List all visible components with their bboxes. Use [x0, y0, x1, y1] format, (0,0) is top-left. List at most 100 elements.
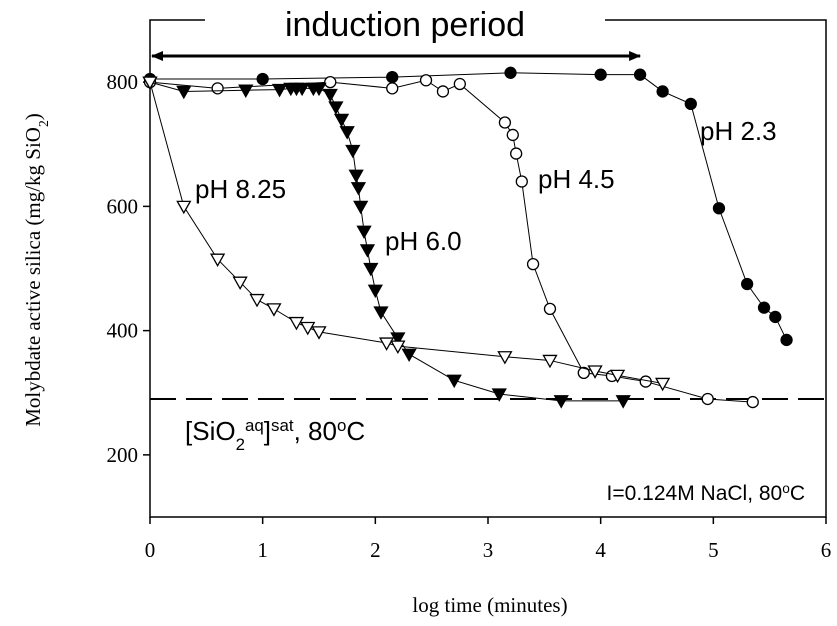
text-part: , 80: [294, 416, 337, 446]
data-point: [176, 200, 192, 215]
data-point: [328, 101, 344, 115]
series-label: pH 6.0: [385, 226, 462, 256]
x-tick-label: 0: [145, 538, 156, 562]
data-point: [356, 225, 372, 240]
text-part: C: [790, 482, 805, 505]
text-part: 2: [236, 435, 245, 454]
data-point: [300, 321, 316, 336]
text-part: o: [782, 481, 790, 496]
y-axis-title: Molybdate active silica (mg/kg SiO2): [21, 113, 51, 427]
data-point: [333, 113, 350, 128]
data-point: [324, 75, 337, 89]
data-point: [769, 310, 782, 324]
data-point: [359, 244, 376, 258]
data-point: [271, 83, 288, 98]
data-point: [498, 116, 512, 129]
y-tick-label: 200: [107, 443, 139, 467]
data-point: [436, 85, 450, 98]
chart-title: induction period: [285, 6, 525, 44]
data-point: [780, 333, 793, 347]
data-point: [633, 68, 647, 81]
text-part: 2: [36, 120, 51, 127]
y-tick-label: 600: [107, 194, 139, 218]
data-point: [543, 302, 557, 316]
data-point: [249, 293, 265, 308]
text-part: I=0.124M NaCl, 80: [607, 482, 783, 505]
data-point: [701, 392, 714, 406]
data-point: [294, 82, 310, 97]
data-point: [386, 71, 399, 84]
data-point: [373, 306, 389, 320]
series-label: pH 4.5: [538, 164, 615, 194]
data-point: [378, 337, 395, 351]
data-point: [506, 128, 519, 142]
text-part: Molybdate active silica (mg/kg SiO: [21, 127, 45, 427]
data-point: [446, 374, 462, 389]
data-point: [510, 147, 523, 160]
data-point: [311, 82, 327, 97]
data-point: [609, 369, 626, 384]
data-point: [348, 169, 364, 184]
data-point: [367, 284, 383, 299]
data-point: [266, 303, 282, 317]
data-point: [256, 72, 269, 86]
x-tick-label: 5: [708, 538, 719, 562]
data-point: [746, 395, 759, 409]
x-tick-label: 1: [257, 538, 268, 562]
data-point: [712, 202, 726, 215]
data-point: [615, 395, 631, 409]
data-point: [594, 68, 607, 81]
title-backdrop: [205, 2, 605, 42]
data-point: [504, 66, 517, 79]
data-point: [209, 253, 226, 268]
text-part: C: [346, 416, 365, 446]
text-part: ): [21, 113, 45, 120]
data-point: [526, 258, 540, 271]
data-point: [232, 276, 248, 290]
data-point: [655, 377, 671, 392]
series-line: [150, 72, 788, 341]
x-axis-title: log time (minutes): [412, 593, 567, 617]
x-tick-label: 2: [370, 538, 381, 562]
y-tick-label: 400: [107, 319, 139, 343]
data-point: [401, 348, 417, 363]
data-point: [740, 277, 754, 291]
data-point: [363, 262, 379, 277]
data-point: [453, 77, 466, 91]
data-point: [577, 366, 590, 380]
saturation-label: [SiO2aq]sat, 80oC: [185, 416, 365, 454]
data-point: [386, 82, 399, 95]
data-point: [390, 340, 406, 354]
x-tick-label: 3: [483, 538, 494, 562]
data-point: [491, 388, 507, 402]
data-point: [515, 175, 528, 188]
data-point: [656, 85, 669, 98]
conditions-note: I=0.124M NaCl, 80oC: [607, 481, 805, 506]
data-point: [142, 76, 158, 90]
data-point: [350, 182, 367, 196]
data-point: [497, 351, 513, 365]
data-point: [553, 395, 569, 409]
series-label: pH 2.3: [700, 116, 777, 146]
x-tick-label: 6: [821, 538, 832, 562]
data-point: [238, 84, 254, 99]
data-point: [288, 316, 305, 331]
text-part: aq: [245, 416, 264, 435]
data-point: [322, 88, 338, 103]
y-tick-label: 800: [107, 70, 139, 94]
data-point: [419, 74, 433, 87]
data-point: [339, 126, 355, 140]
data-point: [176, 85, 192, 100]
series-label: pH 8.25: [195, 174, 286, 204]
data-point: [390, 332, 406, 346]
text-part: ]: [264, 416, 271, 446]
text-part: [SiO: [185, 416, 236, 446]
data-point: [542, 354, 558, 369]
data-point: [757, 301, 771, 314]
data-point: [345, 144, 361, 159]
data-point: [311, 326, 327, 340]
x-tick-label: 4: [595, 538, 606, 562]
data-point: [684, 97, 697, 111]
data-point: [587, 365, 603, 379]
